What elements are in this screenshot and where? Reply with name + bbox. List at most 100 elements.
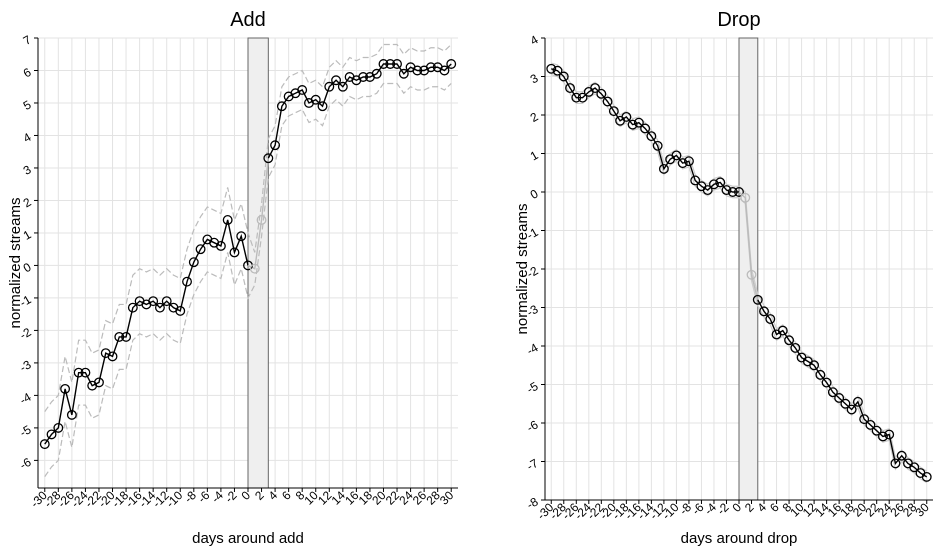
x-tick-label: 4 xyxy=(266,488,281,503)
x-axis-title: days around add xyxy=(192,530,304,547)
y-tick-label: -6 xyxy=(524,417,541,435)
y-axis-title: normalized streams xyxy=(514,204,531,335)
data-point xyxy=(236,231,247,242)
x-tick-label: 0 xyxy=(238,488,253,503)
data-point xyxy=(596,88,607,99)
data-point xyxy=(709,179,719,190)
data-point xyxy=(161,296,172,307)
data-point xyxy=(378,59,389,69)
y-tick-label: 3 xyxy=(528,71,541,87)
y-tick-label: 4 xyxy=(21,130,34,146)
data-point xyxy=(425,62,436,73)
data-point xyxy=(777,325,788,336)
data-point xyxy=(646,131,657,142)
data-point xyxy=(821,377,832,388)
data-point xyxy=(53,422,64,433)
data-point xyxy=(121,331,132,342)
data-point xyxy=(324,81,335,92)
data-point xyxy=(94,377,104,388)
data-point xyxy=(790,342,801,353)
data-point xyxy=(546,63,557,74)
data-point xyxy=(784,335,795,346)
x-tick-label: 30 xyxy=(437,488,457,508)
series-line xyxy=(267,63,452,159)
data-point xyxy=(727,187,738,197)
y-tick-label: 3 xyxy=(21,162,34,178)
data-point xyxy=(446,59,457,69)
data-point xyxy=(60,383,71,394)
data-point xyxy=(740,192,751,203)
data-point xyxy=(558,71,569,82)
data-point xyxy=(690,175,701,186)
data-point xyxy=(39,439,50,450)
confidence-bound xyxy=(44,82,452,477)
data-point xyxy=(66,409,77,420)
data-point xyxy=(896,450,907,461)
data-point xyxy=(884,429,895,440)
data-point xyxy=(215,240,226,251)
y-tick-label: 0 xyxy=(528,186,541,202)
data-point xyxy=(358,72,369,82)
y-tick-label: 5 xyxy=(21,97,34,113)
x-tick-label: -10 xyxy=(659,500,681,522)
confidence-bound xyxy=(551,74,928,484)
data-point xyxy=(815,369,826,380)
data-point xyxy=(371,68,382,79)
data-point xyxy=(865,419,876,430)
y-tick-label: 4 xyxy=(528,32,541,48)
data-point xyxy=(859,414,870,425)
x-tick-label: 6 xyxy=(279,488,294,503)
data-point xyxy=(921,471,932,482)
y-tick-label: 7 xyxy=(21,32,34,48)
data-point xyxy=(608,106,619,117)
data-point xyxy=(752,294,763,305)
y-tick-label: 6 xyxy=(21,65,34,81)
data-point xyxy=(317,101,328,112)
data-point xyxy=(222,214,233,225)
x-tick-label: 6 xyxy=(767,500,782,515)
data-point xyxy=(229,247,240,258)
x-tick-label: 0 xyxy=(729,500,744,515)
series-line xyxy=(44,219,249,445)
x-axis-title: days around drop xyxy=(681,530,798,547)
y-tick-label: -7 xyxy=(524,456,541,474)
x-tick-label: 2 xyxy=(252,488,267,503)
series-line xyxy=(551,68,739,193)
x-tick-label: 2 xyxy=(742,500,757,515)
y-tick-label: -4 xyxy=(17,390,34,408)
data-point xyxy=(721,185,732,196)
data-point xyxy=(871,425,882,436)
data-point xyxy=(175,305,186,316)
data-point xyxy=(46,429,57,440)
data-point xyxy=(852,396,863,407)
data-point xyxy=(412,65,423,76)
data-point xyxy=(734,187,744,197)
x-tick-label: 4 xyxy=(755,500,770,515)
data-point xyxy=(154,302,165,313)
data-point xyxy=(337,81,348,92)
confidence-bound xyxy=(551,62,928,472)
y-tick-label: -6 xyxy=(17,455,34,473)
chart-title: Drop xyxy=(717,9,760,31)
data-point xyxy=(809,360,820,371)
confidence-bound xyxy=(44,43,452,412)
y-tick-label: -4 xyxy=(524,340,541,358)
data-point xyxy=(188,257,199,268)
data-point xyxy=(114,331,125,342)
data-point xyxy=(331,75,342,86)
data-point xyxy=(765,314,776,325)
data-point xyxy=(840,398,851,409)
data-point xyxy=(746,269,757,280)
data-point xyxy=(602,96,613,107)
data-point xyxy=(439,65,450,76)
x-tick-label: -2 xyxy=(222,488,240,506)
data-point xyxy=(392,59,402,69)
chart-title: Add xyxy=(230,9,266,31)
x-tick-label: -2 xyxy=(714,500,732,518)
data-point xyxy=(565,83,575,94)
data-point xyxy=(577,92,588,103)
data-point xyxy=(827,387,838,398)
data-point xyxy=(256,214,267,225)
y-tick-label: -5 xyxy=(524,379,541,397)
